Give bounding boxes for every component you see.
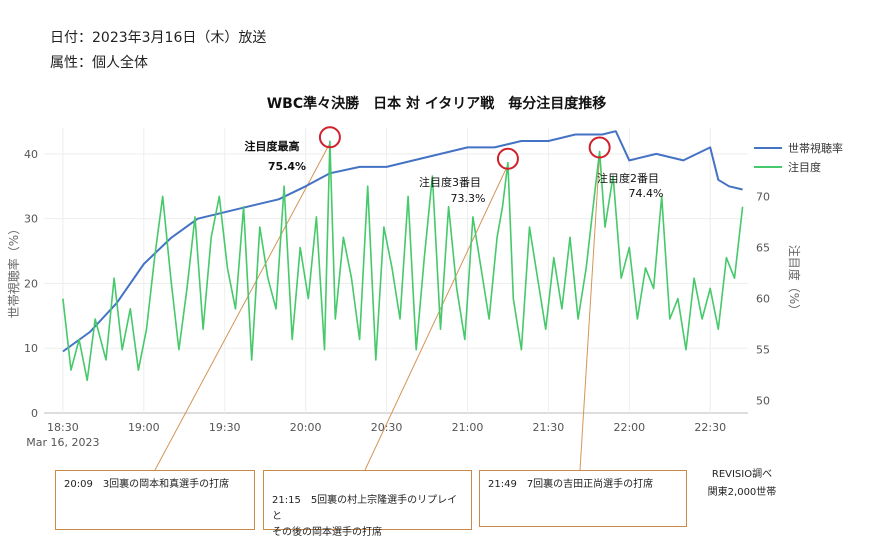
series-group bbox=[62, 130, 744, 382]
peak-marker-2 bbox=[496, 147, 519, 170]
callout-connectors bbox=[154, 143, 601, 471]
y-left-tick-3: 30 bbox=[24, 213, 38, 226]
y-right-tick-3: 65 bbox=[756, 242, 770, 255]
annotation-label-2: 注目度3番目 bbox=[419, 175, 481, 189]
audience-attribute: 属性：個人全体 bbox=[50, 55, 148, 71]
peak-marker-1 bbox=[318, 126, 341, 149]
annotations: 注目度最高 75.4% 注目度3番目 73.3% 注目度2番目 74.4% bbox=[245, 126, 664, 205]
y-left-tick-2: 20 bbox=[24, 277, 38, 290]
y-right-tick-4: 70 bbox=[756, 190, 770, 203]
x-tick-7: 22:00 bbox=[613, 421, 645, 434]
y-left-axis-title: 世帯視聴率（%） bbox=[6, 223, 21, 318]
peak-marker-3 bbox=[588, 136, 611, 159]
x-tick-3: 20:00 bbox=[290, 421, 322, 434]
broadcast-date: 日付：2023年3月16日（木）放送 bbox=[50, 30, 267, 46]
x-tick-1: 19:00 bbox=[128, 421, 160, 434]
x-tick-0: 18:30 bbox=[47, 421, 79, 434]
y-right-tick-2: 60 bbox=[756, 293, 770, 306]
y-left-tick-0: 0 bbox=[31, 407, 38, 420]
annotation-label-3: 注目度2番目 bbox=[597, 171, 659, 185]
connector-line-1 bbox=[154, 143, 331, 471]
y-left-tick-4: 40 bbox=[24, 148, 38, 161]
callout-text-3: 21:49 7回裏の吉田正尚選手の打席 bbox=[488, 479, 654, 490]
series-line-attention bbox=[62, 140, 744, 382]
annotation-label-1: 注目度最高 bbox=[245, 139, 300, 153]
y-right-tick-1: 55 bbox=[756, 344, 770, 357]
callout-box-3: 21:49 7回裏の吉田正尚選手の打席 bbox=[479, 470, 687, 527]
chart-title: WBC準々決勝 日本 対 イタリア戦 毎分注目度推移 bbox=[266, 96, 607, 112]
series-line-household-rating bbox=[62, 130, 743, 353]
y-left-tick-1: 10 bbox=[24, 342, 38, 355]
x-tick-2: 19:30 bbox=[209, 421, 241, 434]
grid bbox=[44, 128, 748, 414]
x-tick-5: 21:00 bbox=[452, 421, 484, 434]
callout-text-1: 20:09 3回裏の岡本和真選手の打席 bbox=[64, 479, 230, 490]
x-tick-6: 21:30 bbox=[533, 421, 565, 434]
connector-line-3 bbox=[579, 153, 601, 471]
x-date-label: Mar 16, 2023 bbox=[26, 436, 99, 449]
legend-label-2: 注目度 bbox=[788, 160, 821, 174]
source-line-1: REVISIO調べ bbox=[711, 469, 773, 480]
annotation-value-2: 73.3% bbox=[451, 192, 486, 205]
connector-line-2 bbox=[364, 164, 509, 471]
source-line-2: 関東2,000世帯 bbox=[707, 487, 777, 498]
x-tick-4: 20:30 bbox=[371, 421, 403, 434]
y-right-tick-0: 50 bbox=[756, 395, 770, 408]
axes: 0 10 20 30 40 50 55 60 65 70 18:30 19:00 19:30 20:00 2… bbox=[6, 148, 802, 449]
x-tick-8: 22:30 bbox=[694, 421, 726, 434]
legend-label-1: 世帯視聴率 bbox=[788, 141, 843, 155]
callout-text-2: 21:15 5回裏の村上宗隆選手のリプレイと その後の岡本選手の打席 bbox=[272, 495, 458, 538]
source-note: REVISIO調べ 関東2,000世帯 bbox=[693, 466, 791, 502]
callout-box-2: 21:15 5回裏の村上宗隆選手のリプレイと その後の岡本選手の打席 bbox=[263, 470, 472, 538]
y-right-axis-title: 注目度（%） bbox=[787, 245, 802, 316]
callout-box-1: 20:09 3回裏の岡本和真選手の打席 bbox=[55, 470, 255, 530]
annotation-value-3: 74.4% bbox=[629, 187, 664, 200]
annotation-value-1: 75.4% bbox=[268, 160, 306, 173]
